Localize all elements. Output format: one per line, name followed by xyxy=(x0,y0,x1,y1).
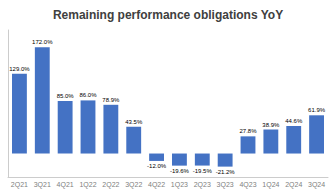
svg-text:86.0%: 86.0% xyxy=(79,92,97,98)
svg-text:43.5%: 43.5% xyxy=(125,119,143,125)
svg-text:4Q21: 4Q21 xyxy=(57,181,74,189)
svg-text:44.6%: 44.6% xyxy=(285,118,303,124)
svg-text:2Q22: 2Q22 xyxy=(102,181,119,189)
svg-text:2Q23: 2Q23 xyxy=(194,181,211,189)
svg-text:61.9%: 61.9% xyxy=(308,107,326,113)
svg-text:2Q21: 2Q21 xyxy=(11,181,28,189)
svg-text:78.9%: 78.9% xyxy=(102,97,120,103)
svg-text:4Q23: 4Q23 xyxy=(239,181,256,189)
svg-text:1Q23: 1Q23 xyxy=(171,181,188,189)
svg-text:3Q23: 3Q23 xyxy=(217,181,234,189)
svg-text:-21.2%: -21.2% xyxy=(216,169,236,175)
svg-text:-12.0%: -12.0% xyxy=(147,163,167,169)
svg-text:-19.6%: -19.6% xyxy=(170,168,190,174)
svg-text:3Q21: 3Q21 xyxy=(34,181,51,189)
svg-text:Remaining performance obligati: Remaining performance obligations YoY xyxy=(53,8,283,22)
svg-text:38.9%: 38.9% xyxy=(262,122,280,128)
svg-text:3Q24: 3Q24 xyxy=(308,181,325,189)
svg-text:27.8%: 27.8% xyxy=(239,128,257,134)
svg-text:172.0%: 172.0% xyxy=(32,39,53,45)
svg-text:4Q22: 4Q22 xyxy=(148,181,165,189)
svg-text:129.0%: 129.0% xyxy=(9,66,30,72)
svg-text:85.0%: 85.0% xyxy=(57,93,75,99)
svg-text:3Q22: 3Q22 xyxy=(125,181,142,189)
svg-text:1Q22: 1Q22 xyxy=(79,181,96,189)
svg-text:2Q24: 2Q24 xyxy=(285,181,302,189)
svg-text:-19.5%: -19.5% xyxy=(193,168,213,174)
svg-text:1Q24: 1Q24 xyxy=(262,181,279,189)
